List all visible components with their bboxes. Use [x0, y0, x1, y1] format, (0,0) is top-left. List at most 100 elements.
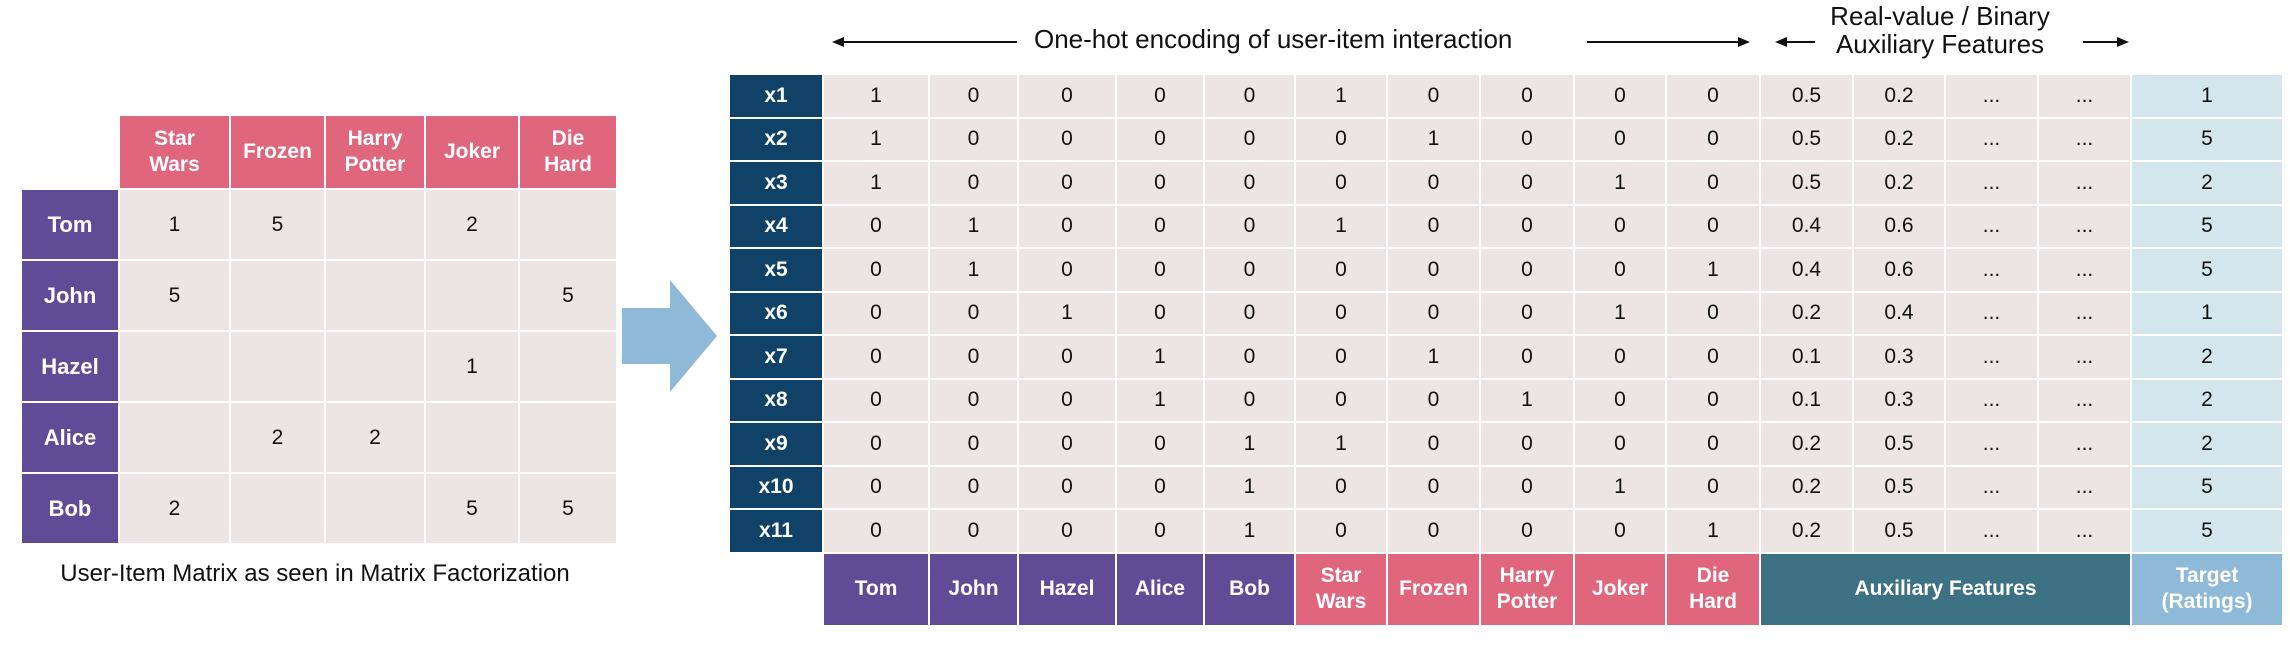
feature-cell: 1	[1294, 421, 1388, 467]
feature-cell: 0.5	[1852, 508, 1946, 554]
feature-cell: ...	[1944, 160, 2039, 206]
item-column-header: Harry Potter	[1479, 551, 1575, 627]
feature-cell: 0	[1386, 160, 1481, 206]
user-header: Alice	[20, 401, 120, 474]
item-column-label: Star	[1320, 564, 1362, 587]
feature-cell: 0	[1479, 290, 1575, 336]
target-cell: 2	[2130, 160, 2284, 206]
rating-cell: 5	[518, 259, 618, 332]
user-column-header: John	[928, 551, 1019, 627]
user-header: Bob	[20, 472, 120, 545]
rating-cell	[229, 330, 326, 403]
matrix-row: Bob 2 5 5	[20, 472, 618, 545]
feature-cell: 1	[1115, 334, 1205, 380]
feature-cell: 1	[1573, 464, 1667, 510]
item-header-label: Frozen	[243, 140, 312, 163]
feature-cell: 0	[1386, 421, 1481, 467]
user-column-header: Hazel	[1017, 551, 1117, 627]
feature-cell: ...	[1944, 464, 2039, 510]
feature-cell: 0	[1294, 334, 1388, 380]
rating-cell	[324, 188, 426, 261]
item-header: Star Wars	[118, 114, 231, 190]
user-item-matrix: Star Wars Frozen Harry Potter Joker Die Hard Tom…	[20, 114, 618, 545]
feature-cell: 0	[822, 464, 930, 510]
item-header: Die Hard	[518, 114, 618, 190]
feature-cell: 0	[1115, 73, 1205, 119]
feature-cell: 0	[822, 421, 930, 467]
feature-cell: ...	[1944, 73, 2039, 119]
feature-cell: 0.2	[1852, 73, 1946, 119]
feature-cell: 0	[1294, 290, 1388, 336]
feature-cell: 0	[1017, 334, 1117, 380]
matrix-row: Tom 1 5 2	[20, 188, 618, 261]
feature-cell: 1	[822, 160, 930, 206]
row-id: x2	[728, 116, 824, 162]
feature-cell: 0	[928, 160, 1019, 206]
user-column-header: Tom	[822, 551, 930, 627]
feature-cell: 0	[1115, 421, 1205, 467]
feature-cell: 0	[1479, 247, 1575, 293]
feature-cell: 0	[1386, 247, 1481, 293]
feature-cell: 0.5	[1759, 116, 1854, 162]
rating-cell: 2	[324, 401, 426, 474]
feature-cell: 1	[1017, 290, 1117, 336]
rating-cell: 2	[424, 188, 520, 261]
feature-cell: 0	[1203, 247, 1296, 293]
item-column-header: Joker	[1573, 551, 1667, 627]
row-id: x1	[728, 73, 824, 119]
feature-cell: 0.5	[1852, 421, 1946, 467]
item-column-header: Die Hard	[1665, 551, 1761, 627]
row-id: x4	[728, 203, 824, 249]
feature-cell: 0	[1115, 464, 1205, 510]
feature-cell: 0	[1479, 160, 1575, 206]
feature-cell: 1	[1479, 377, 1575, 423]
rating-cell: 1	[118, 188, 231, 261]
feature-cell: 0	[1386, 464, 1481, 510]
feature-cell: ...	[2037, 203, 2132, 249]
rating-cell: 5	[424, 472, 520, 545]
one-hot-label: One-hot encoding of user-item interactio…	[1034, 24, 1513, 54]
target-cell: 5	[2130, 508, 2284, 554]
target-label-line2: (Ratings)	[2161, 590, 2253, 613]
feature-cell: 0	[1573, 247, 1667, 293]
feature-cell: 0.2	[1852, 116, 1946, 162]
feature-cell: 0	[928, 73, 1019, 119]
feature-cell: 1	[928, 203, 1019, 249]
feature-cell: 0	[1479, 508, 1575, 554]
feature-cell: 0	[1203, 290, 1296, 336]
feature-cell: 0	[1115, 203, 1205, 249]
target-cell: 1	[2130, 73, 2284, 119]
feature-cell: ...	[2037, 247, 2132, 293]
rating-cell: 2	[229, 401, 326, 474]
feature-cell: ...	[2037, 116, 2132, 162]
rating-cell	[518, 330, 618, 403]
feature-cell: 0.5	[1852, 464, 1946, 510]
rating-cell: 5	[518, 472, 618, 545]
user-column-header: Alice	[1115, 551, 1205, 627]
feature-cell: 0.2	[1759, 464, 1854, 510]
feature-cell: 0	[928, 377, 1019, 423]
feature-cell: 0	[1573, 421, 1667, 467]
target-cell: 1	[2130, 290, 2284, 336]
target-cell: 5	[2130, 464, 2284, 510]
rating-cell	[324, 259, 426, 332]
feature-cell: 0	[1573, 73, 1667, 119]
rating-cell	[118, 330, 231, 403]
user-column-header: Bob	[1203, 551, 1296, 627]
feature-cell: 0.4	[1759, 203, 1854, 249]
rating-cell: 5	[229, 188, 326, 261]
feature-table: x1 1 0 0 0 0 1 0 0 0 0 0.5 0.2...... 1 x2 1 0 0 0 0 0 1 0 0 0 0.5…	[728, 73, 2284, 627]
rating-cell	[518, 401, 618, 474]
feature-cell: 0	[1573, 334, 1667, 380]
item-header-label: Star	[154, 127, 195, 150]
feature-cell: 0	[1665, 464, 1761, 510]
auxiliary-features-header: Auxiliary Features	[1759, 551, 2132, 627]
feature-cell: 0	[1386, 203, 1481, 249]
transform-arrow-icon	[622, 280, 717, 397]
feature-cell: 1	[1386, 116, 1481, 162]
feature-cell: 0	[1479, 334, 1575, 380]
feature-cell: ...	[1944, 334, 2039, 380]
feature-cell: ...	[1944, 377, 2039, 423]
target-cell: 5	[2130, 203, 2284, 249]
feature-cell: 1	[1294, 73, 1388, 119]
